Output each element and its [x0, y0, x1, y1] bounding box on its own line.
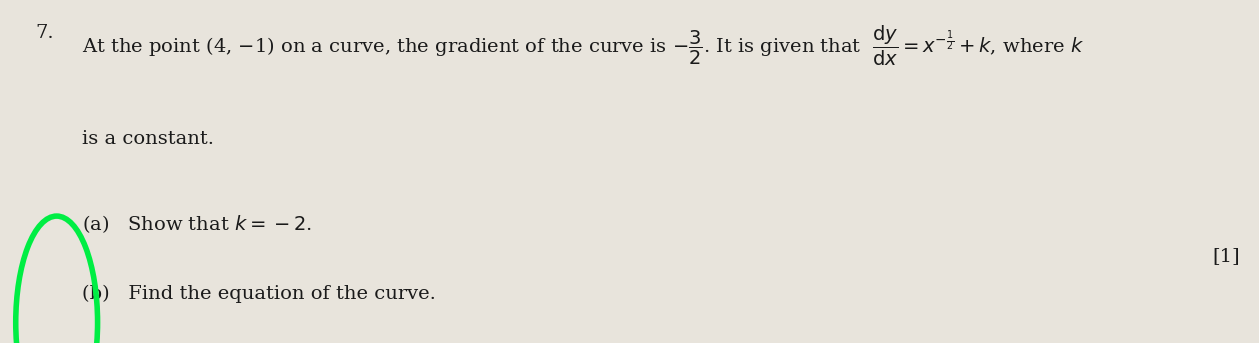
Text: [1]: [1]	[1212, 247, 1240, 265]
Text: is a constant.: is a constant.	[82, 130, 214, 148]
Text: At the point (4, $-$1) on a curve, the gradient of the curve is $-\dfrac{3}{2}$.: At the point (4, $-$1) on a curve, the g…	[82, 24, 1084, 68]
Text: (b)   Find the equation of the curve.: (b) Find the equation of the curve.	[82, 285, 436, 303]
Text: (a)   Show that $k = -2$.: (a) Show that $k = -2$.	[82, 213, 312, 235]
Text: 7.: 7.	[35, 24, 54, 42]
